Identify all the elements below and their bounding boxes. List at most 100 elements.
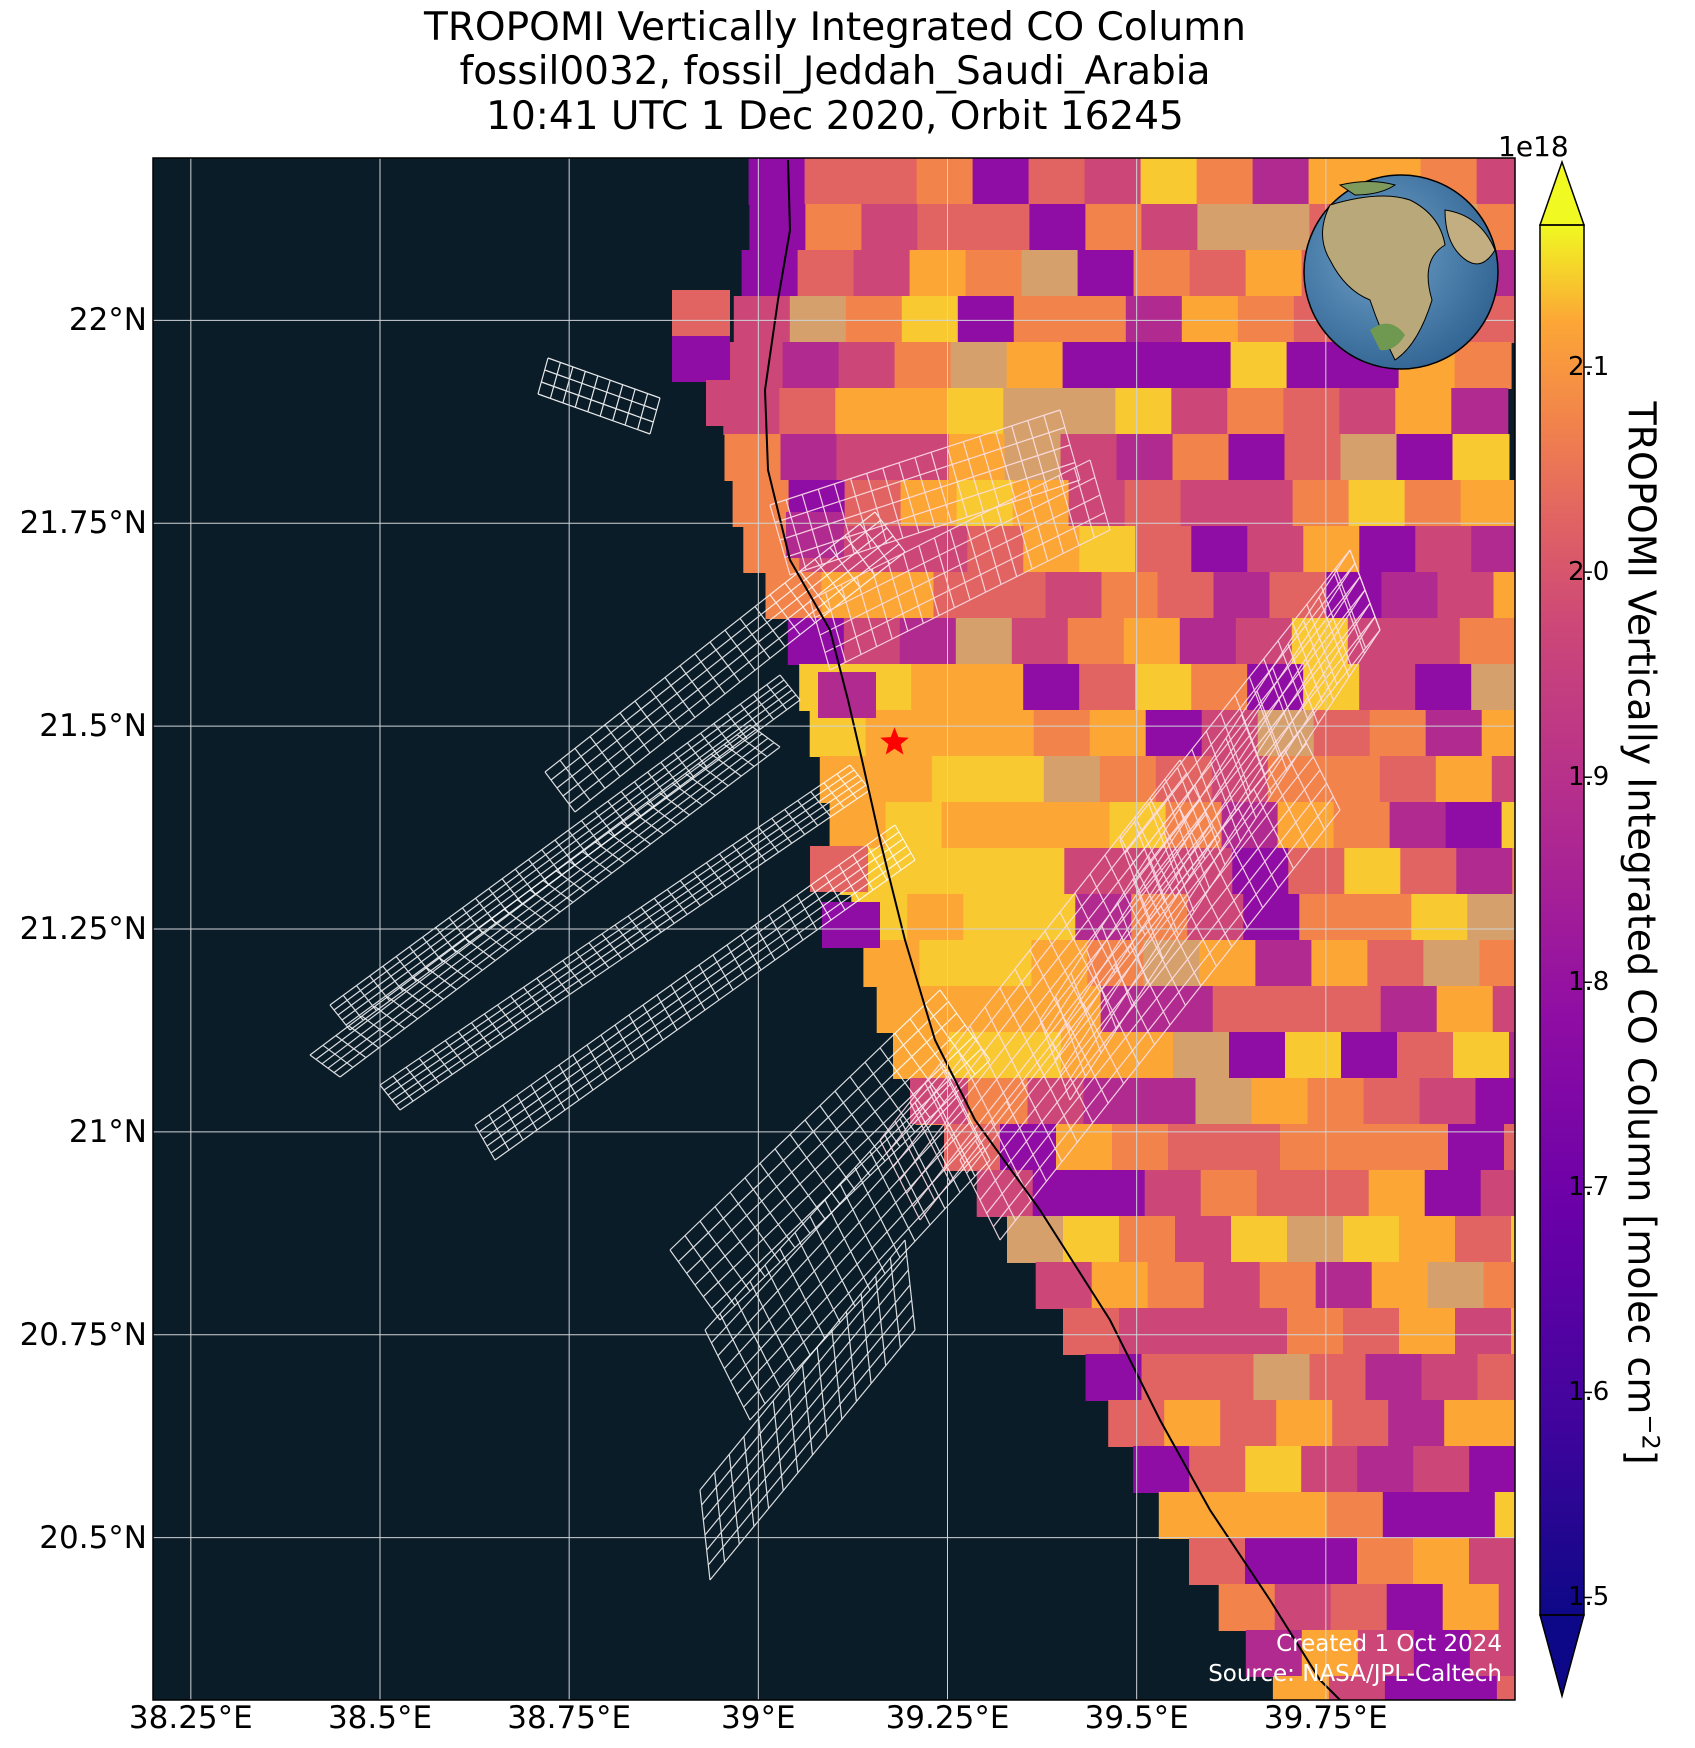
co-pixel (1363, 1078, 1421, 1125)
co-pixel (1133, 250, 1191, 297)
co-pixel (907, 894, 965, 941)
longitude-tick-label: 39.75°E (1263, 1700, 1388, 1736)
footprint-grid (769, 409, 1081, 576)
co-pixel (977, 710, 1035, 757)
co-pixel (1213, 572, 1271, 619)
co-pixel (917, 204, 975, 251)
co-pixel (1469, 1630, 1515, 1677)
co-pixel (1189, 1446, 1247, 1493)
co-pixel (1330, 1584, 1388, 1631)
co-pixel (1139, 1078, 1197, 1125)
co-pixel (1063, 1308, 1120, 1355)
co-pixel (1214, 1492, 1272, 1539)
co-pixel (1085, 204, 1143, 251)
colorbar-exponent: 1e18 (1498, 130, 1569, 163)
co-pixel (955, 618, 1013, 665)
co-pixel (877, 572, 935, 619)
co-pixel (1467, 894, 1515, 941)
co-pixel (1459, 618, 1515, 665)
co-pixel (1221, 802, 1279, 849)
co-pixel (1369, 710, 1427, 757)
co-pixel (1286, 342, 1344, 389)
co-pixel (829, 802, 887, 849)
co-pixel (1253, 204, 1311, 251)
colorbar-extend-max (1538, 159, 1586, 226)
co-pixel (804, 158, 862, 205)
co-pixel (1400, 848, 1458, 895)
co-pixel (835, 388, 893, 435)
co-pixel (956, 480, 1014, 527)
co-pixel (957, 296, 1015, 343)
co-pixel (1442, 1584, 1500, 1631)
footprint-grid (544, 511, 906, 813)
co-pixel (1196, 158, 1254, 205)
credit-source: Source: NASA/JPL-Caltech (1208, 1661, 1502, 1687)
co-pixel (1392, 1124, 1449, 1171)
co-pixel (892, 434, 950, 481)
co-pixel (1403, 618, 1461, 665)
co-pixel (1212, 986, 1270, 1033)
co-pixel (1339, 388, 1397, 435)
co-pixel (1380, 986, 1438, 1033)
co-pixel (1389, 802, 1447, 849)
co-pixel (1175, 1308, 1232, 1355)
co-pixel (1032, 1170, 1090, 1217)
co-pixel (1228, 434, 1286, 481)
co-pixel (1496, 1676, 1515, 1700)
longitude-tick-label: 38.5°E (327, 1700, 433, 1736)
co-pixel (1101, 572, 1159, 619)
coastline (763, 159, 1341, 1700)
jeddah-site-star-icon (880, 727, 909, 755)
co-pixel (822, 902, 880, 948)
co-pixel (1444, 1400, 1502, 1447)
co-pixel (1348, 480, 1406, 527)
co-pixel (1156, 986, 1214, 1033)
co-pixel (1452, 434, 1510, 481)
co-pixel (1421, 1354, 1479, 1401)
credit-created: Created 1 Oct 2024 (1276, 1631, 1502, 1657)
co-pixel (1332, 1400, 1390, 1447)
longitude-tick-label: 39°E (721, 1700, 796, 1736)
co-pixel (1301, 1630, 1359, 1677)
co-pixel (1384, 1676, 1442, 1700)
co-pixel (1255, 940, 1313, 987)
co-pixel (1379, 756, 1437, 803)
co-pixel (1133, 1446, 1191, 1493)
colorbar-tick-label: 1.5 (1568, 1582, 1610, 1613)
co-pixel (1501, 802, 1515, 849)
co-pixel (805, 204, 863, 251)
co-pixel (1115, 388, 1173, 435)
co-pixel (1195, 1078, 1253, 1125)
co-pixel (1012, 480, 1070, 527)
co-pixel (1220, 1400, 1278, 1447)
co-pixel (1144, 1170, 1202, 1217)
colorbar-frame (1539, 224, 1585, 1616)
co-pixel (1292, 480, 1350, 527)
co-pixel (1274, 1584, 1332, 1631)
co-pixel (1125, 296, 1183, 343)
co-pixel (1259, 1262, 1317, 1309)
co-pixel (1247, 526, 1305, 573)
co-pixel (789, 296, 847, 343)
co-pixel (861, 204, 919, 251)
co-pixel (1200, 1170, 1258, 1217)
co-pixel (1008, 848, 1066, 895)
co-pixel (1112, 1124, 1169, 1171)
colorbar-tick-label: 1.6 (1568, 1377, 1610, 1408)
co-pixel (950, 342, 1008, 389)
co-pixel (1231, 1216, 1288, 1263)
co-pixel (1336, 1124, 1393, 1171)
co-pixel (1343, 1308, 1400, 1355)
co-pixel (1511, 1216, 1515, 1263)
co-pixel (1280, 1124, 1337, 1171)
co-pixel (1424, 1170, 1482, 1217)
co-pixel (1180, 480, 1238, 527)
co-pixel (893, 1032, 950, 1079)
co-pixel (1359, 526, 1417, 573)
co-pixel (967, 664, 1025, 711)
co-pixel (1437, 572, 1495, 619)
co-pixel (1140, 158, 1198, 205)
co-pixel (1084, 158, 1142, 205)
co-pixel (1085, 1354, 1143, 1401)
co-pixel (1328, 1676, 1386, 1700)
